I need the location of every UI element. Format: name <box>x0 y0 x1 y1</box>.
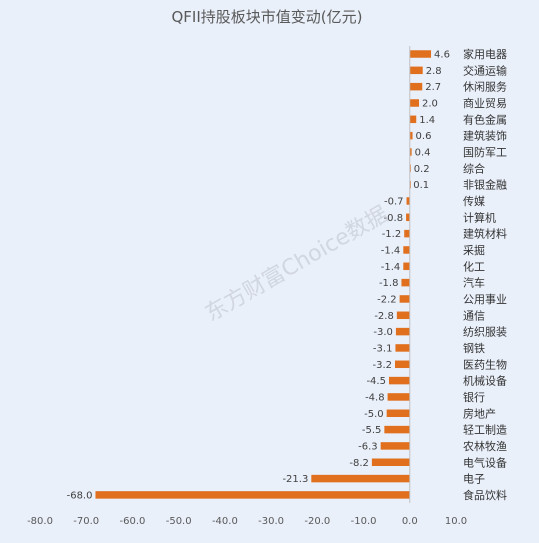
bar <box>386 409 410 418</box>
bar <box>395 327 410 336</box>
bar <box>409 148 412 156</box>
bar-value-label: -3.0 <box>373 327 393 338</box>
x-tick-label: -70.0 <box>73 516 99 527</box>
bar <box>409 66 423 75</box>
bar-value-label: 1.4 <box>419 115 435 126</box>
x-tick-label: -50.0 <box>166 516 192 527</box>
category-label: 建筑材料 <box>463 227 507 241</box>
bar-value-label: -6.3 <box>358 441 378 452</box>
bar-value-label: -3.2 <box>372 360 392 371</box>
bar <box>95 491 410 499</box>
bar <box>388 376 410 385</box>
bar-value-label: -21.3 <box>282 474 308 485</box>
bar-value-label: 0.6 <box>416 131 432 142</box>
bar-value-label: 2.8 <box>426 66 442 77</box>
bar <box>409 131 413 140</box>
category-label: 建筑装饰 <box>463 129 507 143</box>
bar <box>396 311 410 320</box>
bar <box>380 442 410 450</box>
category-label: 商业贸易 <box>463 96 507 110</box>
category-label: 传媒 <box>463 195 485 208</box>
category-label: 通信 <box>463 309 485 322</box>
x-tick-label: 0.0 <box>402 516 418 527</box>
bar <box>409 99 420 107</box>
bar <box>409 82 423 91</box>
bar <box>394 360 410 369</box>
category-label: 食品饮料 <box>463 488 507 502</box>
bar <box>406 213 410 222</box>
category-label: 交通运输 <box>463 63 507 77</box>
bar <box>403 262 410 271</box>
bar-value-label: -4.8 <box>365 392 385 403</box>
bar-value-label: 4.6 <box>434 50 450 61</box>
bar-value-label: -1.4 <box>381 262 401 273</box>
bar <box>409 115 417 124</box>
x-axis-ticks: -80.0 -70.0 -60.0 -50.0 -40.0 -30.0 -20.0 -10.0… <box>27 516 467 527</box>
category-labels-group: 家用电器交通运输休闲服务商业贸易有色金属建筑装饰国防军工综合非银金融传媒计算机建… <box>463 47 507 502</box>
category-label: 轻工制造 <box>463 423 507 437</box>
category-label: 化工 <box>463 259 485 273</box>
x-tick-label: -60.0 <box>120 516 146 527</box>
bar <box>384 425 410 434</box>
category-label: 休闲服务 <box>463 80 507 94</box>
bar-value-label: -3.1 <box>373 343 393 354</box>
category-label: 有色金属 <box>463 112 507 126</box>
category-label: 计算机 <box>463 210 496 224</box>
bar-value-label: 2.0 <box>422 98 438 109</box>
category-label: 家用电器 <box>463 47 507 61</box>
category-label: 国防军工 <box>463 145 507 159</box>
bar-value-label: -2.8 <box>374 311 394 322</box>
category-label: 采掘 <box>463 243 485 257</box>
bar-value-label: 0.4 <box>415 147 431 158</box>
category-label: 纺织服装 <box>463 325 507 339</box>
category-label: 钢铁 <box>463 342 485 355</box>
bar-value-label: 2.7 <box>425 82 441 93</box>
bar-value-label: -5.0 <box>364 409 384 420</box>
bar-value-label: -2.2 <box>377 294 397 305</box>
bar <box>404 229 410 238</box>
x-tick-label: -30.0 <box>258 516 284 527</box>
bar-value-label: -68.0 <box>67 490 93 501</box>
x-tick-label: -40.0 <box>212 516 238 527</box>
category-label: 农林牧渔 <box>463 439 507 453</box>
category-label: 医药生物 <box>463 357 507 371</box>
category-label: 综合 <box>463 161 485 175</box>
bar <box>406 197 410 205</box>
value-labels-group: 4.6 2.8 2.7 2.0 1.4 0.6 0.4 0.2 0.1 -0.7 -0.8 -1.2 -… <box>67 50 450 502</box>
bars-group <box>95 50 432 499</box>
bar <box>403 246 410 254</box>
chart-title: QFII持股板块市值变动(亿元) <box>172 8 363 26</box>
x-tick-label: -80.0 <box>27 516 53 527</box>
bar-value-label: -0.8 <box>384 213 404 224</box>
category-label: 银行 <box>463 390 485 404</box>
x-tick-label: -10.0 <box>351 516 377 527</box>
bar-value-label: -8.2 <box>349 458 369 469</box>
bar-value-label: -4.5 <box>366 376 386 387</box>
bar-value-label: -1.8 <box>379 278 399 289</box>
category-label: 电气设备 <box>463 455 507 469</box>
bar-value-label: 0.1 <box>413 180 429 191</box>
x-tick-label: -20.0 <box>304 516 330 527</box>
bar-value-label: -5.5 <box>362 425 382 436</box>
bar <box>395 344 410 352</box>
bar <box>371 458 410 466</box>
bar <box>387 393 410 401</box>
bar <box>409 50 432 58</box>
x-tick-label: 10.0 <box>445 516 467 527</box>
category-label: 公用事业 <box>463 293 507 306</box>
bar-value-label: -1.4 <box>381 245 401 256</box>
category-label: 机械设备 <box>463 374 507 388</box>
bar <box>399 295 410 303</box>
bar-value-label: -0.7 <box>384 196 404 207</box>
bar <box>311 474 410 483</box>
bar-value-label: -1.2 <box>382 229 402 240</box>
category-label: 房地产 <box>463 406 496 420</box>
watermark: 东方财富Choice数据 <box>201 202 392 327</box>
bar-value-label: 0.2 <box>414 164 430 175</box>
category-label: 汽车 <box>463 276 485 290</box>
bar <box>401 278 410 287</box>
category-label: 电子 <box>463 473 485 486</box>
category-label: 非银金融 <box>463 178 507 192</box>
